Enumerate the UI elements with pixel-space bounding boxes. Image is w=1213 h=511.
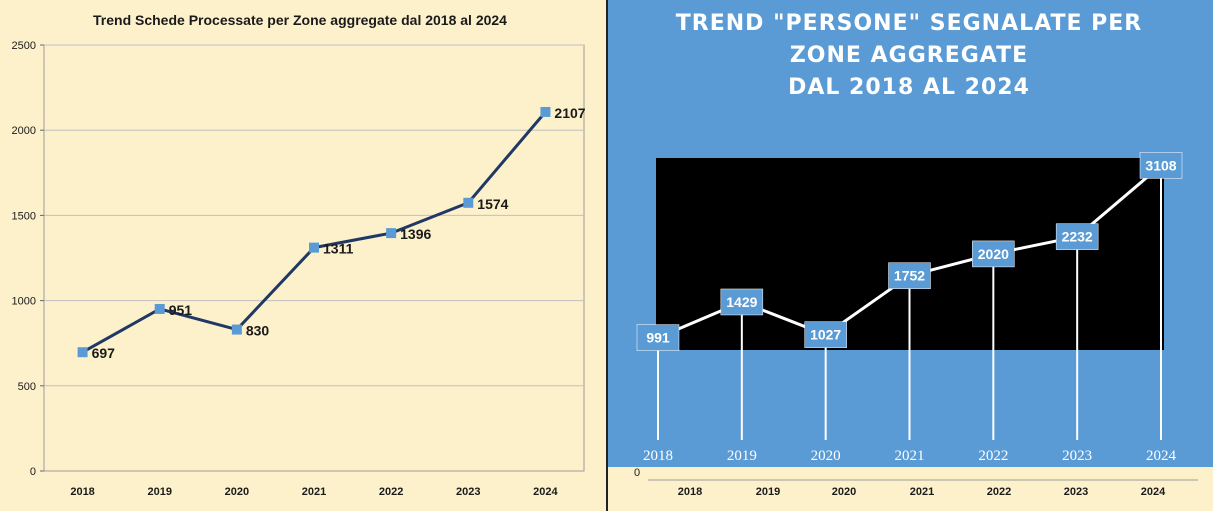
y-tick-label: 500 [18, 381, 36, 393]
x-tick-label-lower: 2021 [910, 486, 934, 498]
y-tick-label: 0 [30, 466, 36, 478]
y-tick-label: 1000 [12, 296, 36, 308]
x-tick-label: 2020 [225, 486, 249, 498]
panel-divider [606, 0, 608, 511]
x-tick-label: 2019 [147, 486, 171, 498]
data-label: 830 [246, 323, 270, 339]
data-point [154, 303, 165, 314]
x-tick-label: 2021 [302, 486, 326, 498]
x-tick-label: 2024 [533, 486, 558, 498]
data-point [77, 347, 88, 358]
x-tick-label-lower: 2023 [1064, 486, 1088, 498]
data-label: 1574 [477, 196, 508, 212]
data-label-box [1055, 223, 1099, 250]
chart-title-line: ZONE AGGREGATE [790, 43, 1028, 68]
data-label-box [804, 321, 847, 348]
chart-title: Trend Schede Processate per Zone aggrega… [93, 12, 507, 28]
x-tick-label-lower: 2022 [987, 486, 1011, 498]
x-tick-label-lower: 2024 [1141, 486, 1166, 498]
left-chart: Trend Schede Processate per Zone aggrega… [12, 12, 586, 498]
data-label-box [888, 262, 931, 289]
x-tick-label-upper: 2018 [643, 448, 673, 464]
data-label: 951 [169, 302, 193, 318]
chart-title-line: DAL 2018 AL 2024 [788, 75, 1030, 100]
chart-title-line: TREND "PERSONE" SEGNALATE PER [676, 11, 1142, 36]
x-tick-label: 2022 [379, 486, 403, 498]
data-point [231, 324, 242, 335]
data-label: 2232 [1062, 229, 1093, 245]
data-label: 697 [92, 345, 116, 361]
right-chart-panel: 0 TREND "PERSONE" SEGNALATE PER ZONE AGGRE… [608, 0, 1213, 511]
data-label-box [636, 324, 680, 351]
x-tick-label-upper: 2023 [1062, 448, 1092, 464]
left-chart-panel: Trend Schede Processate per Zone aggrega… [0, 0, 606, 511]
x-tick-label-upper: 2022 [978, 448, 1008, 464]
x-tick-label-upper: 2021 [895, 448, 925, 464]
data-label: 991 [646, 330, 670, 346]
data-point [309, 242, 319, 253]
data-point [463, 197, 474, 208]
data-label-box [972, 240, 1015, 268]
data-label: 3108 [1145, 157, 1176, 173]
data-label: 1752 [894, 268, 925, 284]
x-tick-label: 2023 [456, 486, 480, 498]
data-label-box [720, 288, 764, 316]
x-tick-label-upper: 2024 [1146, 448, 1177, 464]
data-point [386, 228, 397, 239]
x-tick-label-upper: 2020 [811, 448, 841, 464]
x-tick-label: 2018 [70, 486, 94, 498]
data-label-box [1139, 152, 1183, 179]
data-label: 2107 [554, 105, 585, 121]
data-label: 1311 [323, 241, 354, 257]
x-tick-label-lower: 2019 [756, 486, 780, 498]
data-label: 1429 [726, 294, 757, 310]
data-label: 1027 [810, 327, 841, 343]
x-tick-label-lower: 2018 [678, 486, 702, 498]
plot-area [43, 44, 585, 472]
data-label: 2020 [978, 246, 1009, 262]
right-chart: 0 TREND "PERSONE" SEGNALATE PER ZONE AGGRE… [608, 0, 1213, 498]
x-tick-label-lower: 2020 [832, 486, 856, 498]
x-tick-label-upper: 2019 [727, 448, 757, 464]
y-tick-label: 2500 [12, 40, 36, 52]
data-point [540, 106, 551, 117]
y-tick-label: 2000 [12, 125, 36, 137]
y-axis-zero-label: 0 [634, 467, 640, 479]
y-tick-label: 1500 [12, 210, 36, 222]
data-label: 1396 [400, 226, 431, 242]
